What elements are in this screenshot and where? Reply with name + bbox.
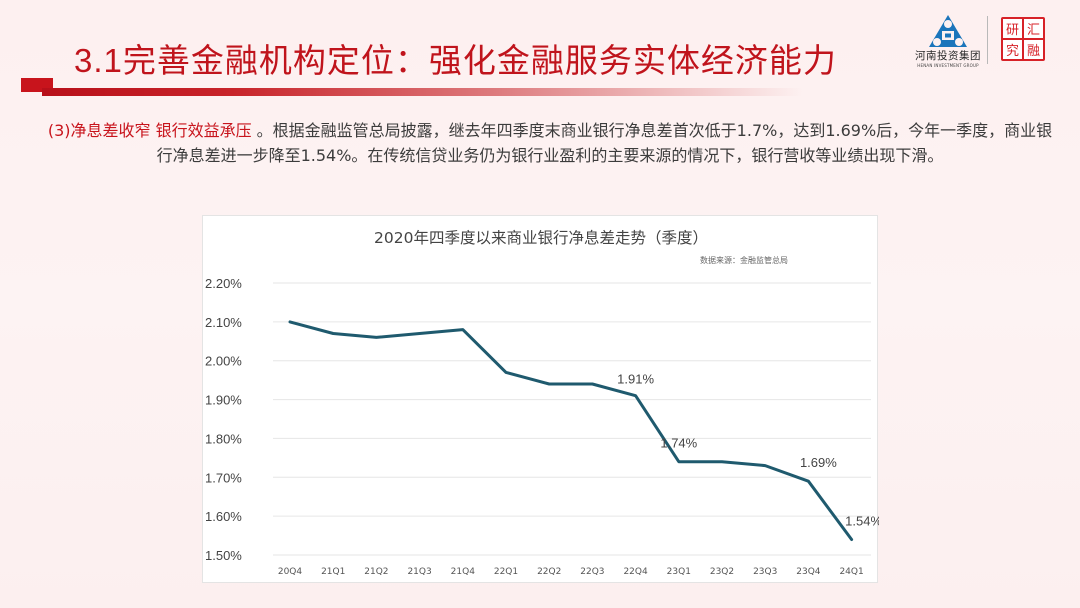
seal-char: 汇	[1024, 19, 1043, 38]
x-tick-label: 21Q3	[407, 567, 431, 577]
x-tick-label: 24Q1	[839, 567, 863, 577]
title-underline-bar	[42, 88, 802, 96]
paragraph-prefix: (3)	[47, 121, 71, 140]
x-tick-label: 20Q4	[278, 567, 303, 577]
x-tick-label: 23Q3	[753, 567, 777, 577]
x-tick-label: 21Q4	[451, 567, 476, 577]
x-tick-label: 21Q1	[321, 567, 345, 577]
company-name-cn: 河南投资集团	[915, 50, 981, 62]
y-tick-label: 1.70%	[205, 470, 242, 485]
research-seal-logo: 研 汇 究 融	[1001, 17, 1045, 61]
data-label: 1.91%	[617, 372, 654, 387]
paragraph-body: 。根据金融监管总局披露，继去年四季度末商业银行净息差首次低于1.7%，达到1.6…	[156, 121, 1053, 165]
y-tick-label: 2.00%	[205, 354, 242, 369]
logo-divider	[987, 16, 988, 64]
data-label: 1.74%	[660, 436, 697, 451]
section-title: 完善金融机构定位：强化金融服务实体经济能力	[122, 41, 837, 80]
data-label: 1.54%	[845, 513, 879, 528]
x-tick-label: 22Q2	[537, 567, 561, 577]
x-tick-label: 21Q2	[364, 567, 388, 577]
company-name-en: HENAN INVESTMENT GROUP	[917, 63, 979, 68]
nim-series-line	[288, 320, 854, 541]
x-tick-label: 23Q4	[796, 567, 821, 577]
chart-source: 数据来源：金融监管总局	[700, 255, 788, 265]
seal-char: 融	[1024, 40, 1043, 59]
y-tick-label: 2.20%	[205, 276, 242, 291]
company-logo-icon	[929, 15, 967, 47]
x-tick-label: 22Q3	[580, 567, 604, 577]
x-tick-label: 22Q4	[623, 567, 648, 577]
data-labels: 1.91% 1.74% 1.69% 1.54%	[617, 372, 879, 529]
y-tick-label: 2.10%	[205, 315, 242, 330]
page-title: 3.1完善金融机构定位：强化金融服务实体经济能力	[74, 34, 837, 82]
x-tick-label: 23Q2	[710, 567, 734, 577]
paragraph-highlight: 净息差收窄 银行效益承压	[70, 121, 252, 140]
section-number: 3.1	[74, 42, 123, 79]
seal-char: 研	[1003, 19, 1022, 38]
chart-title: 2020年四季度以来商业银行净息差走势（季度）	[374, 229, 708, 247]
seal-char: 究	[1003, 40, 1022, 59]
y-tick-label: 1.50%	[205, 548, 242, 563]
x-tick-label: 23Q1	[667, 567, 691, 577]
data-label: 1.69%	[800, 455, 837, 470]
x-axis-ticks: 20Q4 21Q1 21Q2 21Q3 21Q4 22Q1 22Q2 22Q3 22Q4 23Q1…	[278, 567, 864, 577]
chart-canvas: 2020年四季度以来商业银行净息差走势（季度） 数据来源：金融监管总局 2.20…	[205, 229, 879, 577]
henan-investment-logo: 河南投资集团 HENAN INVESTMENT GROUP	[910, 14, 986, 70]
y-tick-label: 1.90%	[205, 393, 242, 408]
summary-paragraph: (3)净息差收窄 银行效益承压 。根据金融监管总局披露，继去年四季度末商业银行净…	[40, 118, 1060, 168]
chart-gridlines	[273, 282, 871, 556]
y-axis-ticks: 2.20% 2.10% 2.00% 1.90% 1.80% 1.70% 1.60% 1.50%	[205, 276, 242, 563]
y-tick-label: 1.80%	[205, 431, 242, 446]
y-tick-label: 1.60%	[205, 509, 242, 524]
x-tick-label: 22Q1	[494, 567, 518, 577]
nim-line-chart: 2020年四季度以来商业银行净息差走势（季度） 数据来源：金融监管总局 2.20…	[202, 215, 879, 583]
